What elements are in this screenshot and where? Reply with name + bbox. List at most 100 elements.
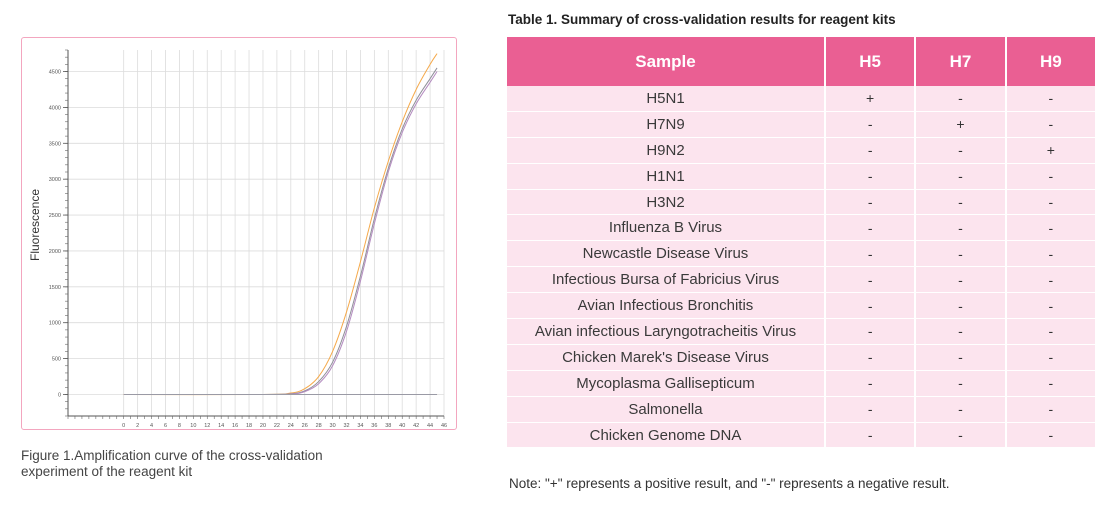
- result-cell: -: [916, 241, 1007, 268]
- series-line-2: [123, 71, 438, 395]
- x-tick-label: 40: [399, 423, 405, 428]
- y-axis-label: Fluorescence: [28, 189, 42, 261]
- x-tick-label: 32: [343, 423, 349, 428]
- table-title: Table 1. Summary of cross-validation res…: [508, 12, 896, 27]
- x-tick-label: 42: [413, 423, 419, 428]
- results-table: Sample H5 H7 H9 H5N1 + - - H7N9- + - H9N2- - + H1N…: [507, 37, 1095, 449]
- sample-cell: Chicken Genome DNA: [507, 422, 826, 449]
- table-row: Salmonella - - -: [507, 396, 1095, 423]
- result-cell: -: [916, 370, 1007, 397]
- x-tick-label: 2: [136, 423, 139, 428]
- result-cell: +: [825, 86, 917, 112]
- table-row: H5N1 + - -: [507, 86, 1095, 112]
- x-tick-label: 8: [178, 423, 181, 428]
- table-row: Avian infectious Laryngotracheitis Virus…: [507, 319, 1095, 345]
- result-cell: -: [825, 396, 917, 423]
- y-tick-label: 4000: [49, 105, 61, 111]
- x-tick-label: 46: [441, 423, 447, 428]
- y-tick-label: 4500: [49, 70, 61, 76]
- x-tick-label: 14: [218, 423, 224, 428]
- table-row: Avian Infectious Bronchitis - - -: [507, 293, 1095, 320]
- table-row: Infectious Bursa of Fabricius Virus - - -: [507, 267, 1095, 294]
- table-row: H7N9- + -: [507, 111, 1095, 138]
- x-tick-label: 10: [190, 423, 196, 428]
- result-cell: -: [916, 137, 1007, 164]
- y-tick-label: 500: [52, 357, 61, 363]
- result-cell: -: [916, 189, 1007, 216]
- x-tick-label: 38: [385, 423, 391, 428]
- x-tick-label: 12: [204, 423, 210, 428]
- result-cell: -: [916, 422, 1007, 449]
- result-cell: -: [916, 344, 1007, 371]
- table-row: H9N2- - +: [507, 137, 1095, 164]
- sample-cell: Salmonella: [507, 396, 826, 423]
- table-note: Note: "+" represents a positive result, …: [509, 476, 950, 491]
- y-tick-label: 1000: [49, 321, 61, 327]
- y-tick-label: 1500: [49, 285, 61, 291]
- x-tick-label: 16: [232, 423, 238, 428]
- result-cell: -: [825, 319, 917, 345]
- x-tick-label: 28: [316, 423, 322, 428]
- y-tick-label: 3500: [49, 141, 61, 147]
- x-tick-label: 30: [330, 423, 336, 428]
- y-tick-label: 2000: [49, 249, 61, 255]
- result-cell: -: [1006, 319, 1095, 345]
- result-cell: -: [1006, 370, 1095, 397]
- figure-caption: Figure 1.Amplification curve of the cros…: [21, 448, 323, 479]
- table-row: H1N1- - -: [507, 163, 1095, 190]
- sample-cell: H9N2: [507, 137, 826, 164]
- x-tick-label: 36: [371, 423, 377, 428]
- series-line-0: [123, 53, 438, 396]
- result-cell: -: [1006, 111, 1095, 138]
- result-cell: -: [916, 163, 1007, 190]
- result-cell: +: [916, 111, 1007, 138]
- sample-cell: Mycoplasma Gallisepticum: [507, 370, 826, 397]
- result-cell: -: [1006, 396, 1095, 423]
- x-tick-label: 34: [357, 423, 363, 428]
- result-cell: -: [1006, 344, 1095, 371]
- y-tick-label: 2500: [49, 213, 61, 219]
- figure-frame: 0 500 1000 1500 2000 2500 3000 3500 4000 4500 0 2 4 6…: [21, 37, 457, 430]
- table-row: Chicken Marek's Disease Virus - - -: [507, 344, 1095, 371]
- header-sample: Sample: [507, 37, 826, 86]
- sample-cell: Chicken Marek's Disease Virus: [507, 344, 826, 371]
- sample-cell: H3N2: [507, 189, 826, 216]
- result-cell: +: [1006, 137, 1095, 164]
- result-cell: -: [1006, 163, 1095, 190]
- header-h5: H5: [825, 37, 917, 86]
- result-cell: -: [916, 396, 1007, 423]
- result-cell: -: [1006, 267, 1095, 294]
- series-line-1: [123, 67, 438, 396]
- table-row: Influenza B Virus - - -: [507, 215, 1095, 242]
- result-cell: -: [1006, 189, 1095, 216]
- result-cell: -: [825, 344, 917, 371]
- y-tick-label: 0: [58, 392, 61, 398]
- result-cell: -: [825, 189, 917, 216]
- sample-cell: Newcastle Disease Virus: [507, 241, 826, 268]
- result-cell: -: [916, 86, 1007, 112]
- result-cell: -: [825, 241, 917, 268]
- sample-cell: Infectious Bursa of Fabricius Virus: [507, 267, 826, 294]
- table-row: Chicken Genome DNA - - -: [507, 422, 1095, 449]
- header-h7: H7: [916, 37, 1007, 86]
- result-cell: -: [825, 293, 917, 320]
- result-cell: -: [1006, 293, 1095, 320]
- x-tick-label: 0: [122, 423, 125, 428]
- result-cell: -: [825, 137, 917, 164]
- result-cell: -: [916, 215, 1007, 242]
- sample-cell: Influenza B Virus: [507, 215, 826, 242]
- result-cell: -: [1006, 215, 1095, 242]
- result-cell: -: [825, 370, 917, 397]
- x-tick-label: 22: [274, 423, 280, 428]
- result-cell: -: [916, 319, 1007, 345]
- result-cell: -: [916, 267, 1007, 294]
- sample-cell: Avian infectious Laryngotracheitis Virus: [507, 319, 826, 345]
- result-cell: -: [825, 267, 917, 294]
- table-row: Mycoplasma Gallisepticum - - -: [507, 370, 1095, 397]
- x-tick-label: 18: [246, 423, 252, 428]
- result-cell: -: [825, 422, 917, 449]
- result-cell: -: [825, 215, 917, 242]
- x-tick-label: 44: [427, 423, 433, 428]
- table-header-row: Sample H5 H7 H9: [507, 37, 1095, 86]
